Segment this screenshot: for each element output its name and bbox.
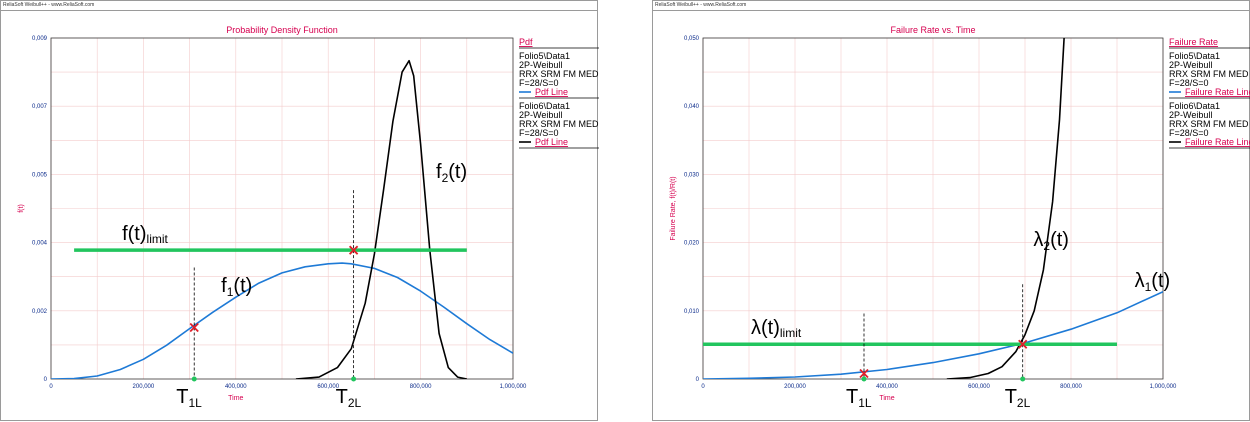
legend-text: Folio5\Data1: [1169, 51, 1220, 61]
y-tick-label: 0,040: [684, 104, 700, 110]
curve-label: f1(t): [221, 275, 252, 299]
watermark-bar: ReliaSoft Weibull++ - www.ReliaSoft.com: [1, 1, 597, 11]
legend-title: Pdf: [519, 37, 533, 47]
x-tick-label: 400,000: [876, 384, 898, 390]
intersection-marker: [1018, 339, 1028, 349]
x-tick-label: 1,000,000: [1150, 384, 1177, 390]
time-limit-dot: [1020, 376, 1026, 382]
watermark-bar: ReliaSoft Weibull++ - www.ReliaSoft.com: [653, 1, 1249, 11]
legend-text: RRX SRM FM MED: [1169, 69, 1249, 79]
curve-label: λ1(t): [1135, 270, 1171, 294]
curve-label: λ2(t): [1033, 229, 1069, 253]
y-tick-label: 0,020: [684, 241, 700, 247]
y-tick-label: 0,005: [32, 172, 48, 178]
legend-text: RRX SRM FM MED: [519, 69, 599, 79]
y-tick-label: 0,004: [32, 241, 48, 247]
legend-text: 2P-Weibull: [1169, 60, 1212, 70]
time-limit-label: T2L: [1005, 386, 1031, 410]
legend-title: Failure Rate: [1169, 37, 1218, 47]
x-tick-label: 1,000,000: [500, 384, 527, 390]
x-tick-label: 400,000: [225, 384, 247, 390]
y-axis-label: f(t): [18, 204, 25, 213]
x-axis-label: Time: [228, 395, 243, 402]
time-limit-dot: [351, 376, 357, 382]
y-axis-label: Failure Rate, f(t)/R(t): [670, 176, 677, 240]
y-tick-label: 0: [44, 377, 48, 383]
x-tick-label: 200,000: [133, 384, 155, 390]
legend-text: F=28/S=0: [1169, 128, 1209, 138]
legend-text: F=28/S=0: [1169, 78, 1209, 88]
limit-label: f(t)limit: [122, 223, 168, 246]
x-tick-label: 200,000: [784, 384, 806, 390]
legend-text: F=28/S=0: [519, 78, 559, 88]
y-tick-label: 0,030: [684, 172, 700, 178]
x-tick-label: 0: [49, 384, 53, 390]
y-tick-label: 0,002: [32, 309, 48, 315]
x-tick-label: 600,000: [968, 384, 990, 390]
series-line-1: [703, 290, 1163, 379]
x-axis-label: Time: [879, 395, 894, 402]
pdf-chart-panel: ReliaSoft Weibull++ - www.ReliaSoft.com …: [0, 0, 599, 421]
limit-label: λ(t)limit: [751, 317, 802, 340]
series-line-1: [51, 262, 513, 379]
plot-area: [50, 37, 514, 380]
y-tick-label: 0,007: [32, 104, 48, 110]
x-tick-label: 0: [701, 384, 705, 390]
pdf-chart: Probability Density Function 0 200,000 400,…: [18, 25, 599, 410]
time-limit-dot: [861, 376, 867, 382]
legend-text: Folio6\Data1: [519, 101, 570, 111]
legend-line-label: Pdf Line: [535, 137, 568, 147]
x-tick-label: 800,000: [410, 384, 432, 390]
chart-title: Failure Rate vs. Time: [890, 25, 975, 35]
series-line-2: [295, 59, 467, 379]
intersection-marker: [859, 368, 869, 379]
time-limit-label: T1L: [176, 386, 202, 410]
legend-text: Folio6\Data1: [1169, 101, 1220, 111]
x-tick-label: 600,000: [317, 384, 339, 390]
legend-text: 2P-Weibull: [1169, 110, 1212, 120]
time-limit-label: T1L: [846, 386, 872, 410]
legend-line-label: Failure Rate Line: [1185, 87, 1250, 97]
time-limit-dot: [191, 376, 197, 382]
intersection-marker: [348, 245, 359, 255]
plot-area: [702, 37, 1164, 380]
series-line-2: [946, 38, 1065, 379]
failure-rate-chart: Failure Rate vs. Time 0 200,000 400,000 600,…: [670, 25, 1250, 410]
legend-line-label: Pdf Line: [535, 87, 568, 97]
legend-text: 2P-Weibull: [519, 110, 562, 120]
legend-text: 2P-Weibull: [519, 60, 562, 70]
failure-rate-chart-panel: ReliaSoft Weibull++ - www.ReliaSoft.com …: [652, 0, 1250, 421]
legend-line-label: Failure Rate Line: [1185, 137, 1250, 147]
y-tick-label: 0,009: [32, 36, 48, 42]
y-tick-label: 0,050: [684, 36, 700, 42]
intersection-marker: [189, 322, 199, 333]
y-tick-label: 0: [696, 377, 700, 383]
x-tick-label: 800,000: [1060, 384, 1082, 390]
legend-text: Folio5\Data1: [519, 51, 570, 61]
time-limit-label: T2L: [336, 386, 362, 410]
chart-title: Probability Density Function: [226, 25, 338, 35]
y-tick-label: 0,010: [684, 309, 700, 315]
curve-label: f2(t): [436, 161, 467, 185]
legend-text: RRX SRM FM MED: [1169, 119, 1249, 129]
legend-text: F=28/S=0: [519, 128, 559, 138]
legend-text: RRX SRM FM MED: [519, 119, 599, 129]
